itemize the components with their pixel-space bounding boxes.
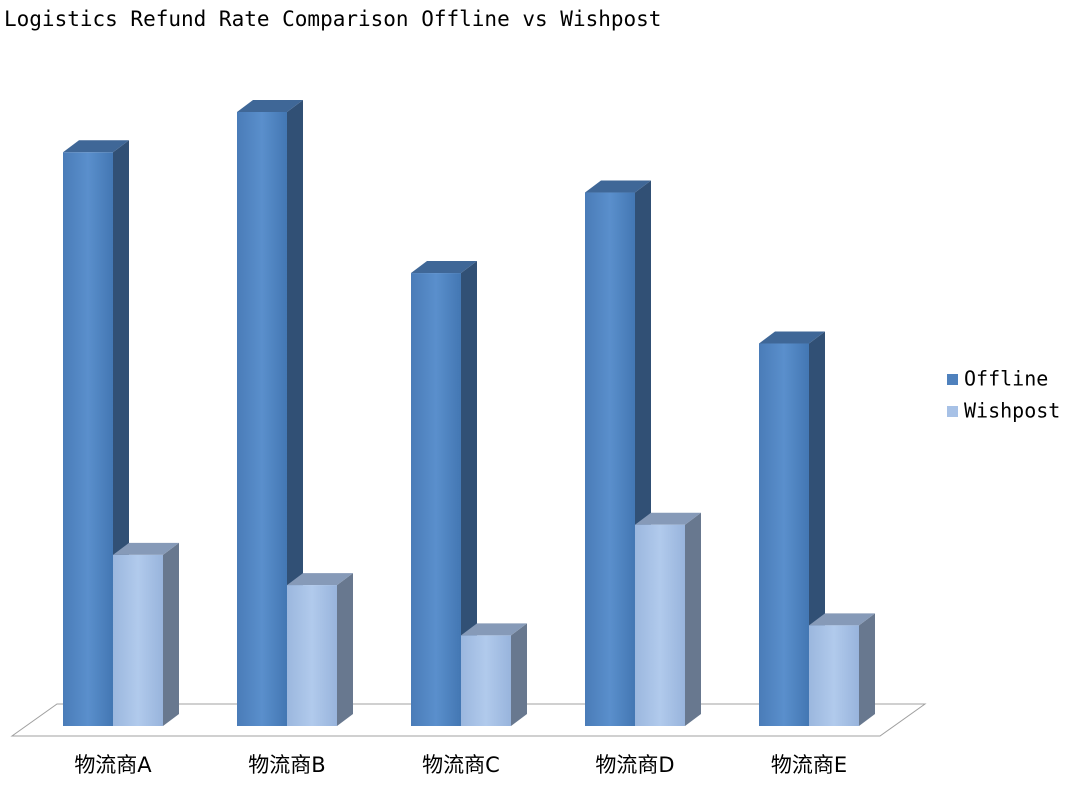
bar-top [411,261,477,274]
bar-group [113,542,179,726]
bar-top [585,180,651,193]
bar-group [809,613,875,726]
bar-side [163,542,179,726]
bar [287,585,337,726]
bar [585,192,635,726]
bar [113,554,163,726]
bar-side [287,100,303,726]
bar [237,112,287,726]
legend-swatch [947,374,958,385]
x-tick-label: 物流商B [248,753,325,777]
bar-group [759,331,825,726]
x-tick-label: 物流商E [771,753,847,777]
bar-side [337,573,353,726]
x-tick-label: 物流商C [422,753,500,777]
bar [635,524,685,726]
bar-group [585,180,651,726]
x-tick-label: 物流商D [595,753,674,777]
bar-top [461,623,527,636]
bar [411,273,461,726]
bar-group [287,573,353,726]
legend-swatch [947,406,958,417]
bar [759,343,809,726]
bar-top [237,100,303,112]
bar [461,635,511,726]
bar-side [461,261,477,726]
bar-top [759,331,825,344]
bar-side [859,613,875,726]
bar [809,625,859,726]
bar-top [113,542,179,555]
bar-group [635,512,701,726]
bar-side [511,623,527,726]
bar [63,152,113,726]
chart-title: Logistics Refund Rate Comparison Offline… [4,7,661,31]
bar-side [685,512,701,726]
bar-top [287,573,353,586]
bar-group [411,261,477,726]
bar-group [237,100,303,726]
bar-top [63,140,129,153]
legend-label: Wishpost [964,399,1060,423]
x-tick-label: 物流商A [74,753,152,777]
bar-top [809,613,875,626]
bar-top [635,512,701,525]
legend-label: Offline [964,367,1048,391]
bar-group [461,623,527,726]
